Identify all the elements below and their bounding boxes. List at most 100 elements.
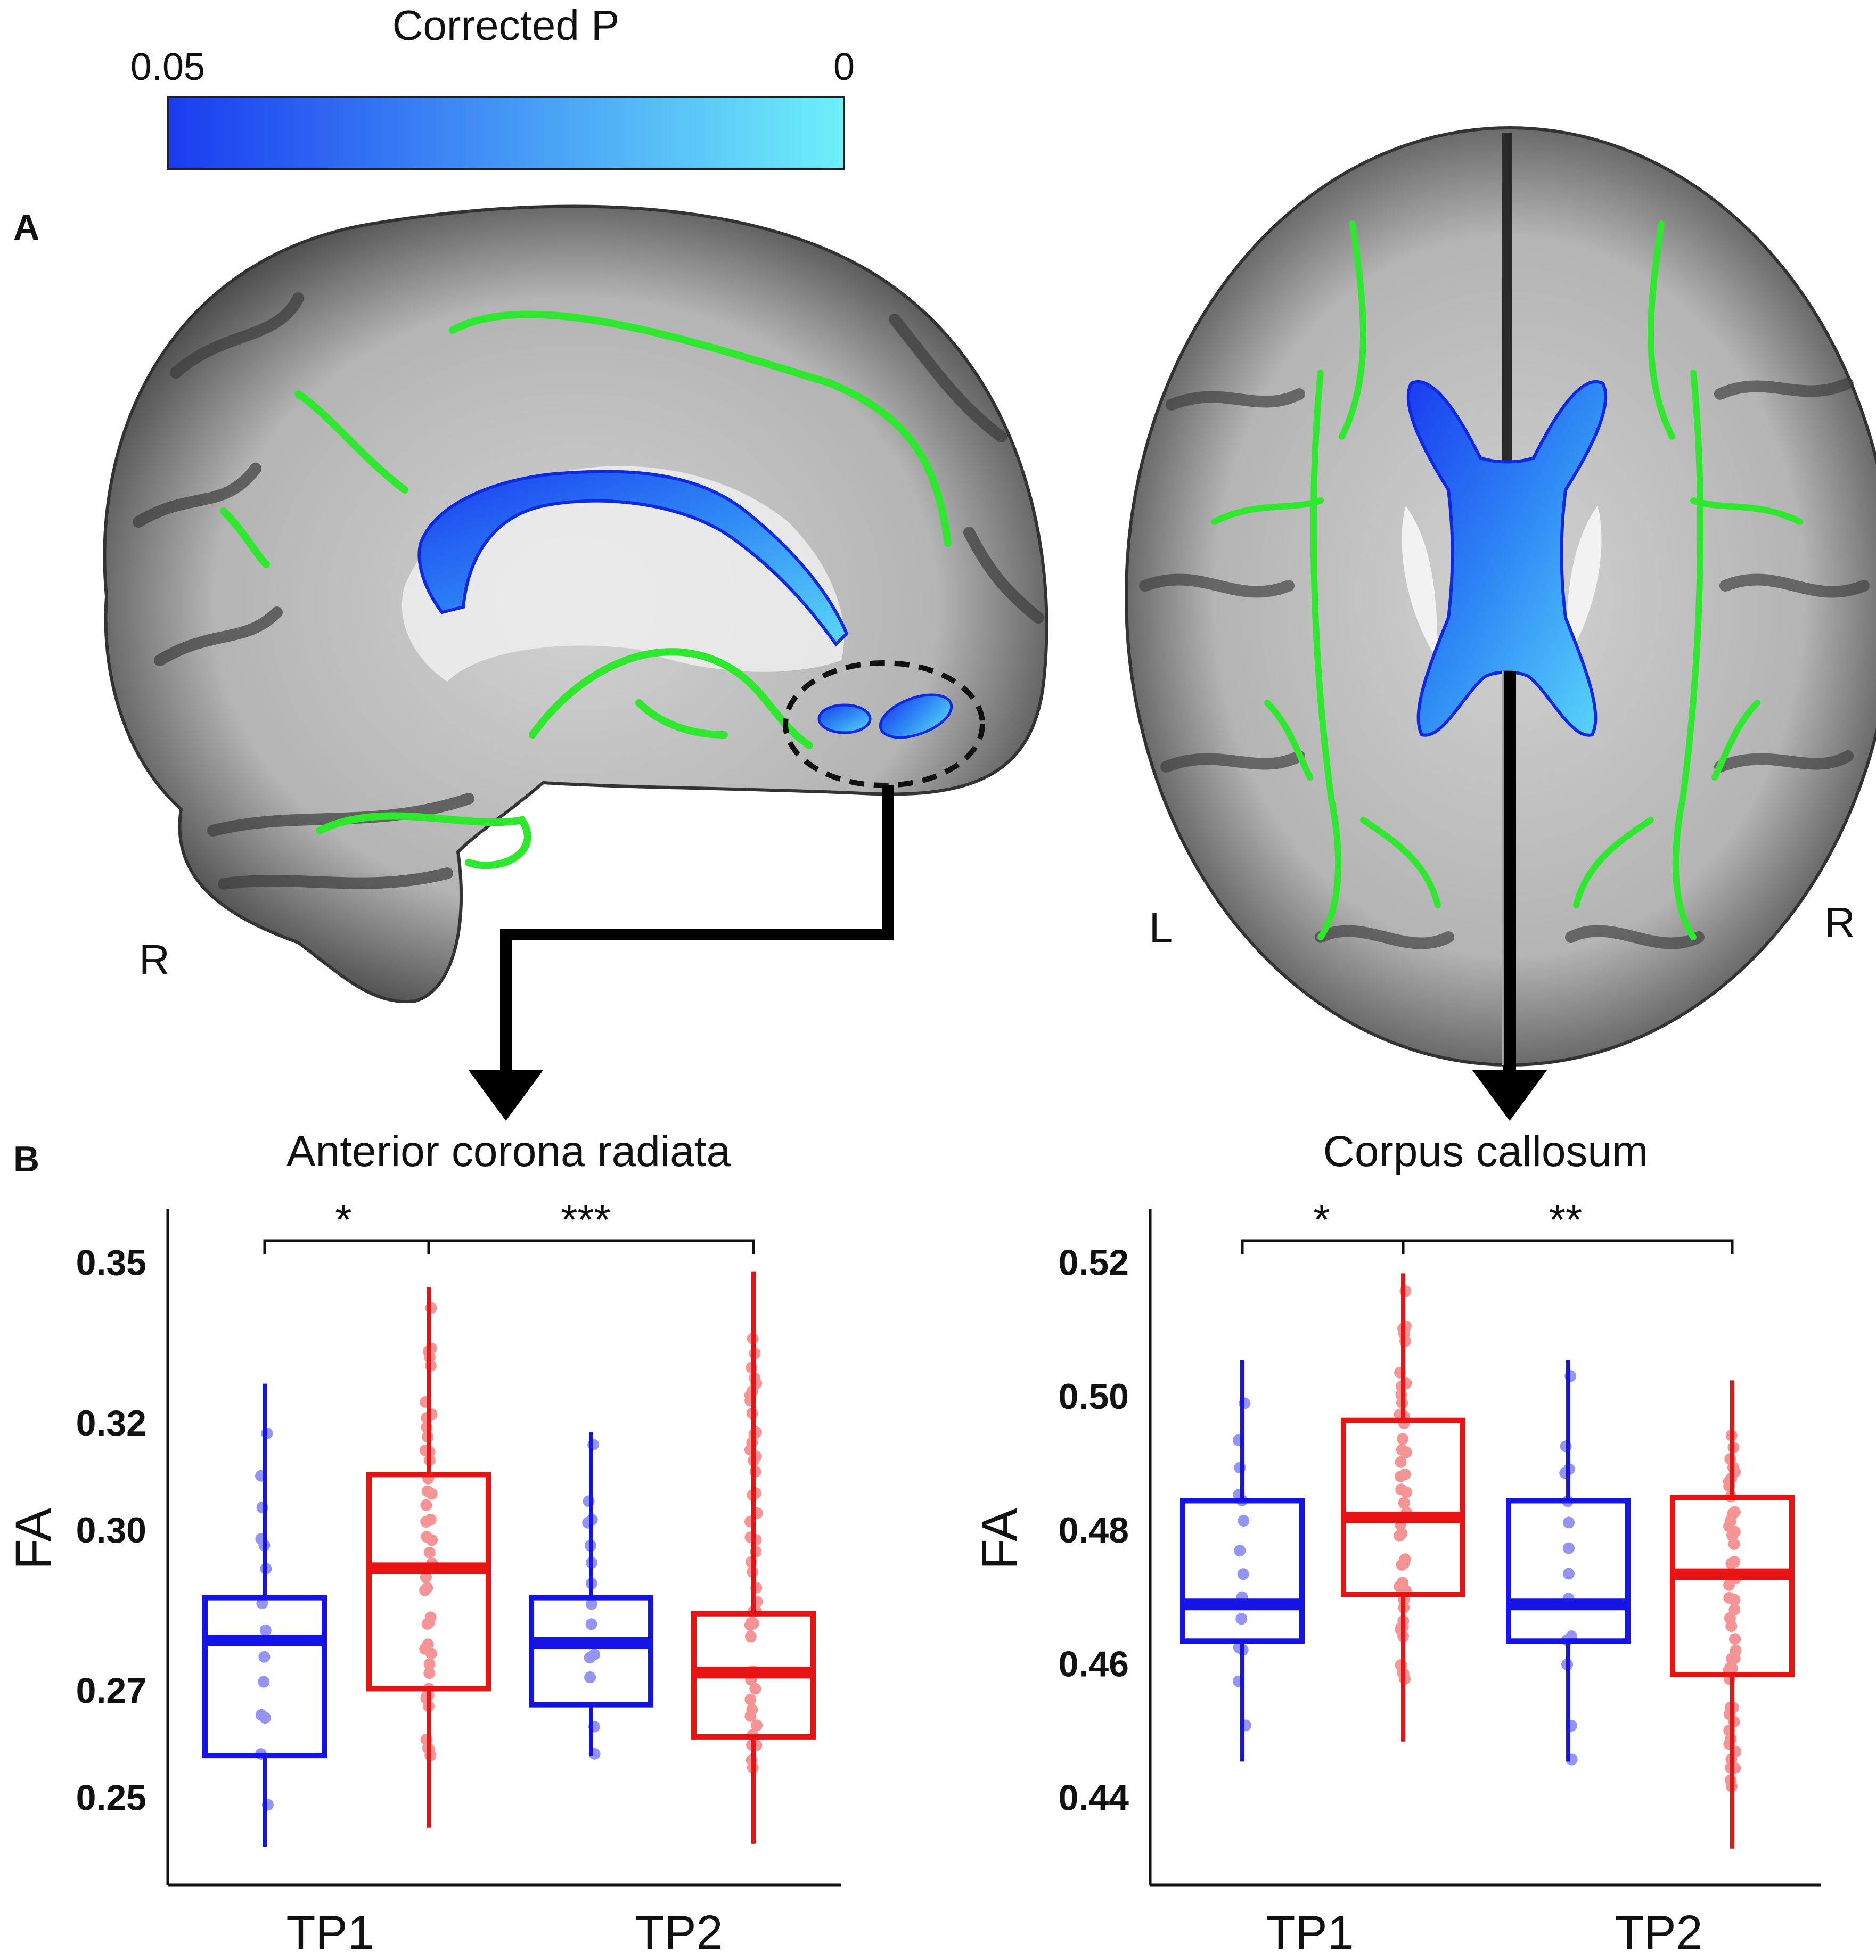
acr-box-tp2-red-point	[747, 1333, 759, 1345]
acr-box-tp2-red-point	[746, 1407, 758, 1420]
colorbar-title: Corrected P	[392, 2, 620, 49]
cc-box-tp2-blue-point	[1563, 1463, 1575, 1475]
acr-box-tp2-red-point	[750, 1487, 762, 1499]
cc-plot-title: Corpus callosum	[1323, 1127, 1649, 1176]
acr-y-tick-4: 0.35	[76, 1243, 146, 1283]
cc-box-tp1-red-point	[1397, 1667, 1410, 1679]
cc-box-tp2-red-point	[1730, 1644, 1742, 1656]
panel-a-label: A	[13, 207, 39, 248]
cc-box-tp2-blue-point	[1562, 1568, 1575, 1580]
acr-box-tp2-red-point	[744, 1710, 757, 1722]
acr-box-tp2-red-point	[751, 1507, 763, 1519]
cc-box-tp2-red-point	[1728, 1506, 1741, 1518]
acr-significance-tp2: ***	[561, 1196, 610, 1243]
cc-box-tp2-blue-point	[1559, 1467, 1571, 1479]
sagittal-brain-image: R	[103, 204, 1048, 1004]
cc-box-tp2-red-point	[1725, 1761, 1737, 1774]
acr-box-tp2-red-point	[745, 1556, 757, 1568]
cc-box-tp1-red	[1341, 1273, 1465, 1742]
acr-box-tp2-blue-point	[584, 1671, 596, 1684]
acr-box-tp2-blue-point	[582, 1516, 594, 1529]
cc-box-tp2-red-point	[1723, 1738, 1735, 1750]
acr-box-tp2-red-point	[748, 1428, 760, 1440]
acr-y-tick-1: 0.27	[76, 1671, 146, 1711]
cc-box-tp2-red-point	[1724, 1708, 1736, 1720]
cc-box-tp1-blue-point	[1236, 1644, 1249, 1656]
connector-arrows	[469, 671, 1547, 1121]
acr-box-tp1-red-point	[422, 1689, 435, 1701]
cc-box-tp1-blue-point	[1233, 1434, 1245, 1446]
cc-box-tp2-red-point	[1723, 1592, 1735, 1604]
acr-box-tp2-red-point	[750, 1739, 763, 1751]
acr-box-tp1-red-points	[419, 1302, 438, 1762]
acr-box-tp1-red-point	[420, 1563, 432, 1576]
acr-box-tp2-red-point	[744, 1531, 757, 1544]
acr-box-tp1-blue	[202, 1383, 327, 1847]
acr-box-tp2-blue-point	[583, 1495, 595, 1507]
acr-box-tp2-blue-point	[586, 1514, 598, 1526]
acr-significance-tp1: *	[335, 1196, 351, 1243]
cc-box-tp2-red-iqr	[1670, 1495, 1795, 1678]
acr-box-tp2-red-point	[750, 1450, 762, 1463]
acr-box-tp2-red-point	[749, 1465, 761, 1478]
acr-box-tp1-red-point	[422, 1445, 435, 1457]
cc-significance-tp2: **	[1549, 1196, 1582, 1243]
cc-box-tp1-blue-point	[1233, 1675, 1244, 1687]
colorbar-gradient	[167, 96, 845, 170]
acr-box-tp2-red-point	[744, 1395, 757, 1407]
acr-box-tp1-red-point	[425, 1302, 437, 1314]
acr-box-tp2-blue-point	[586, 1556, 598, 1569]
acr-box-tp2-red-point	[745, 1617, 757, 1629]
acr-box-tp2-red-point	[744, 1444, 756, 1456]
acr-box-tp1-red-point	[424, 1611, 437, 1623]
acr-box-tp1-red-point	[422, 1472, 435, 1485]
colorbar-right-label: 0	[833, 46, 855, 88]
cc-box-tp1-red-point	[1395, 1659, 1407, 1671]
cc-box-tp2-red-point	[1728, 1604, 1741, 1616]
cc-box-tp2-red-point	[1723, 1725, 1735, 1737]
cc-box-tp1-blue-point	[1233, 1489, 1245, 1501]
cc-box-tp2-red-point	[1723, 1663, 1735, 1676]
cc-box-tp1-red-point	[1397, 1630, 1409, 1642]
acr-box-tp1-red-point	[421, 1690, 433, 1702]
acr-box-tp1-red-point	[423, 1351, 436, 1363]
acr-box-tp1-blue-point	[255, 1709, 267, 1721]
cc-box-tp2-red-point	[1725, 1780, 1738, 1792]
acr-box-tp2-red-point	[750, 1426, 762, 1438]
cc-box-tp2-blue-point	[1562, 1495, 1574, 1507]
acr-box-tp2-red-point	[751, 1596, 763, 1608]
acr-box-tp1-red-point	[421, 1733, 433, 1745]
acr-box-tp2-blue-iqr	[529, 1595, 653, 1708]
cc-box-tp2-red-point	[1728, 1526, 1741, 1538]
cc-box-tp2-red-point	[1726, 1653, 1738, 1665]
acr-box-tp1-red-point	[420, 1516, 432, 1528]
acr-box-tp2-blue-point	[585, 1577, 597, 1589]
cc-y-tick-2: 0.48	[1059, 1510, 1129, 1551]
cc-box-tp2-blue-points	[1559, 1370, 1578, 1766]
acr-box-tp1-red	[366, 1287, 491, 1828]
acr-box-tp1-red-point	[419, 1643, 431, 1655]
cc-box-tp1-red-point	[1400, 1506, 1413, 1519]
sagittal-skeleton-tracts	[220, 310, 952, 870]
acr-y-axis-label: FA	[5, 1507, 62, 1570]
acr-box-tp2-red-point	[747, 1761, 759, 1774]
acr-box-tp1-red-point	[421, 1618, 433, 1630]
cc-box-tp1-red-point	[1395, 1623, 1407, 1636]
cc-box-tp2-red-point	[1725, 1733, 1737, 1745]
acr-box-tp1-red-point	[423, 1743, 435, 1756]
axial-left-label: L	[1149, 904, 1173, 952]
acr-box-tp1-red-iqr	[366, 1472, 491, 1692]
acr-box-tp1-red-point	[421, 1485, 433, 1497]
acr-box-tp1-blue-point	[258, 1676, 270, 1688]
cc-box-tp2-red-point	[1725, 1620, 1738, 1633]
cc-box-tp2-red-point	[1723, 1673, 1735, 1685]
acr-box-tp2-red-point	[745, 1674, 757, 1686]
acr-box-tp1-red-point	[425, 1647, 437, 1660]
cc-box-tp1-red-point	[1394, 1366, 1406, 1379]
cc-box-tp2-red-point	[1724, 1662, 1736, 1674]
acr-plot-title: Anterior corona radiata	[286, 1127, 731, 1176]
acr-box-tp2-red-point	[750, 1377, 763, 1389]
acr-box-tp1-red-point	[420, 1733, 432, 1745]
cc-box-tp2-blue-iqr	[1506, 1498, 1631, 1644]
